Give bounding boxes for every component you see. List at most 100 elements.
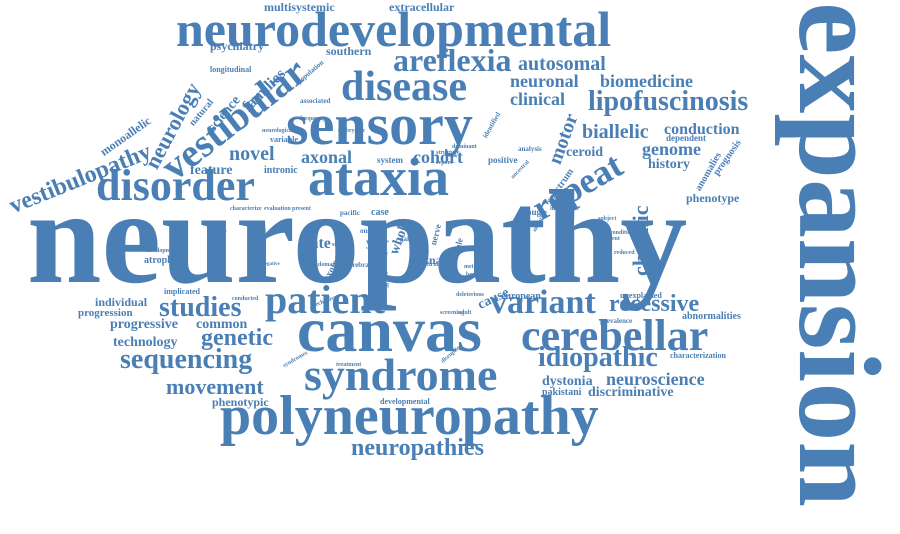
- word-cohort: cohort: [413, 147, 463, 167]
- word-year: year: [366, 235, 389, 249]
- word-canvas: canvas: [297, 294, 482, 365]
- word-sign: sign: [332, 242, 343, 248]
- word-biallelic: biallelic: [582, 121, 649, 143]
- word-dependent: dependent: [666, 133, 707, 143]
- word-bedside: bedside: [466, 272, 486, 278]
- word-common: common: [196, 317, 248, 332]
- word-neuronal: neuronal: [510, 71, 579, 91]
- word-studies: studies: [159, 292, 242, 323]
- word-reduced: reduced: [614, 250, 635, 256]
- word-testing: testing: [372, 282, 389, 288]
- word-sensory: sensory: [286, 92, 473, 157]
- word-prevalence: prevalence: [600, 317, 633, 325]
- word-unexplained: unexplained: [620, 291, 662, 300]
- word-variable: variable: [270, 135, 298, 144]
- word-characterization: characterization: [670, 351, 726, 360]
- word-subject: subject: [598, 216, 617, 222]
- word-cerebral: cerebral: [346, 261, 371, 269]
- word-idiopathic: idiopathic: [538, 342, 658, 373]
- word-multisystemic: multisystemic: [264, 0, 335, 14]
- word-screening: screening: [440, 310, 465, 316]
- word-sequencing: sequencing: [120, 344, 253, 375]
- word-adult: adult: [458, 310, 472, 316]
- word-polyneuropathy: polyneuropathy: [220, 385, 599, 447]
- word-lipofuscinosis: lipofuscinosis: [588, 86, 749, 117]
- word-longitudinal: longitudinal: [210, 65, 252, 74]
- word-characterize: characterize: [230, 206, 262, 212]
- word-novel: novel: [229, 143, 275, 165]
- word-system: system: [377, 155, 403, 165]
- word-present: present: [292, 206, 311, 212]
- word-intronic: intronic: [264, 165, 298, 176]
- word-dominant: dominant: [452, 144, 477, 150]
- word-deleterious: deleterious: [456, 292, 484, 298]
- word-development: development: [146, 248, 179, 254]
- word-expansion: expansion: [774, 2, 900, 507]
- word-domain: domain: [318, 262, 338, 268]
- word-late: late: [306, 235, 331, 252]
- word-evaluation: evaluation: [264, 206, 291, 212]
- word-neuropathies: neuropathies: [351, 435, 484, 461]
- word-genetic: genetic: [201, 325, 273, 351]
- word-patient: patient: [265, 277, 385, 322]
- word-atrophy: atrophy: [144, 255, 178, 266]
- word-onset: onset: [360, 227, 376, 235]
- word-technology: technology: [113, 335, 178, 350]
- word-genome: genome: [642, 139, 701, 159]
- word-biomedicine: biomedicine: [600, 71, 693, 91]
- word-conduction: conduction: [664, 121, 740, 138]
- word-condition: condition: [610, 230, 635, 236]
- word-psychiatry: psychiatry: [210, 39, 264, 53]
- word-identified: identified: [481, 110, 503, 140]
- word-plxna: plxna: [413, 253, 442, 267]
- word-syndrome: syndrome: [304, 349, 498, 400]
- word-clinical: clinical: [510, 89, 565, 109]
- word-inheritance: inheritance: [550, 206, 579, 212]
- word-recent: recent: [604, 236, 620, 242]
- word-motif: motif: [372, 271, 388, 279]
- word-embryonic: embryonic: [338, 128, 366, 134]
- word-treatment: treatment: [336, 362, 362, 368]
- word-movement: movement: [166, 374, 264, 399]
- word-report: report: [436, 160, 453, 166]
- word-disease: disease: [341, 64, 467, 110]
- word-phenotypic: phenotypic: [212, 395, 269, 409]
- word-pacific: pacific: [340, 209, 360, 217]
- word-individual: individual: [95, 295, 148, 309]
- word-extracellular: extracellular: [389, 0, 455, 14]
- word-dystonia: dystonia: [542, 374, 593, 389]
- word-frequency: frequency: [300, 116, 326, 122]
- word-axonal: axonal: [301, 147, 353, 167]
- word-recessive: recessive: [609, 291, 700, 317]
- word-analysis: analysis: [518, 145, 542, 153]
- word-case: case: [371, 207, 389, 218]
- word-history: history: [648, 157, 690, 172]
- word-method: method: [464, 264, 484, 270]
- word-allele: allele: [370, 249, 388, 258]
- word-discriminative: discriminative: [588, 385, 674, 400]
- word-autosomal: autosomal: [518, 53, 606, 75]
- word-southern: southern: [326, 44, 372, 58]
- word-conducted: conducted: [232, 296, 259, 302]
- word-neurodevelopmental: neurodevelopmental: [176, 1, 612, 57]
- word-associated: associated: [300, 97, 331, 105]
- word-areflexia: areflexia: [393, 42, 512, 78]
- word-feature: feature: [190, 163, 233, 178]
- word-abnormalities: abnormalities: [682, 311, 741, 322]
- word-ataxia: ataxia: [308, 147, 449, 207]
- word-variant: variant: [490, 284, 596, 321]
- word-neurological: neurological: [262, 128, 294, 134]
- word-disorder: disorder: [96, 161, 255, 210]
- word-gait: gait: [400, 235, 412, 243]
- word-ceroid: ceroid: [566, 145, 604, 160]
- word-implicated: implicated: [164, 287, 200, 296]
- word-phenotype: phenotype: [686, 191, 740, 205]
- word-cerebellar: cerebellar: [521, 311, 709, 360]
- word-negative: negative: [262, 262, 280, 267]
- word-neuropathy: neuropathy: [27, 163, 688, 311]
- word-developmental: developmental: [380, 397, 430, 406]
- word-cough: cough: [523, 207, 547, 217]
- word-structure: structure: [436, 150, 460, 156]
- word-pakistani: pakistani: [542, 387, 582, 398]
